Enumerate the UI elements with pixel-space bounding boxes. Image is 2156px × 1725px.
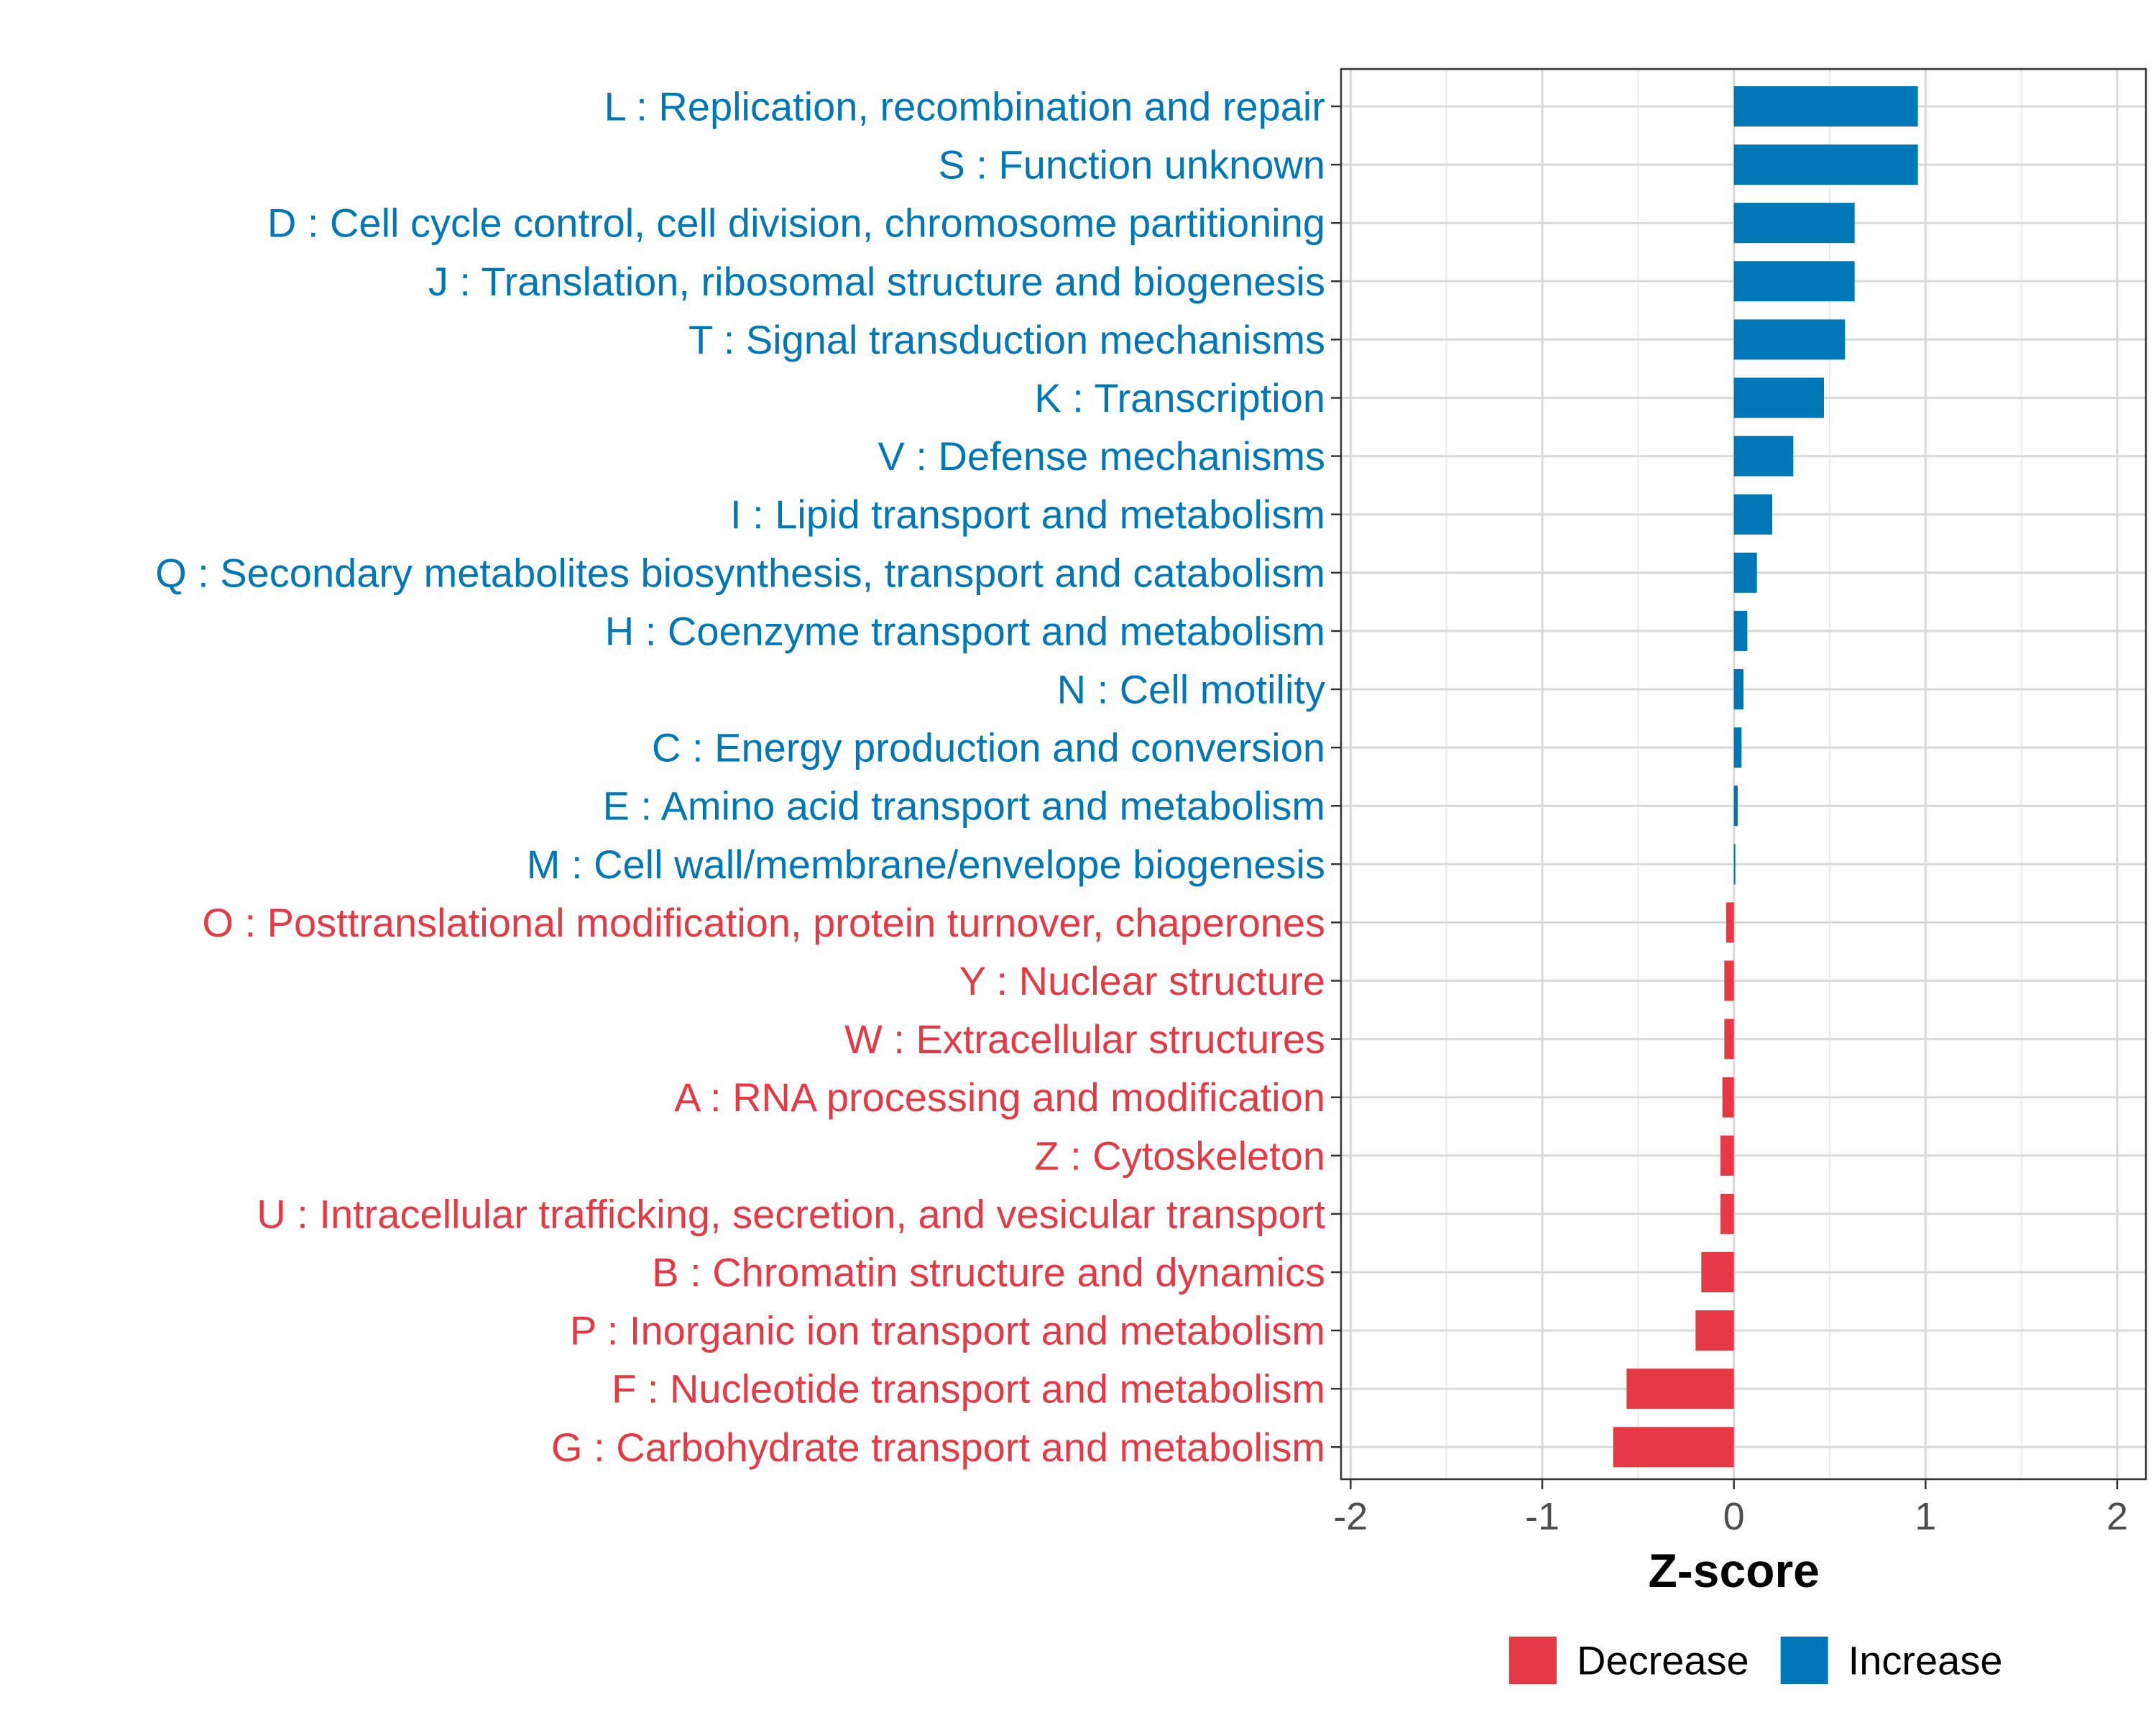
legend: Decrease Increase [1509, 1637, 2002, 1684]
category-label: Q : Secondary metabolites biosynthesis, … [155, 550, 1325, 595]
category-label: U : Intracellular trafficking, secretion… [257, 1191, 1325, 1236]
legend-swatch [1780, 1637, 1828, 1684]
category-label: P : Inorganic ion transport and metaboli… [570, 1308, 1325, 1353]
bars [1613, 86, 1918, 1468]
category-label: W : Extracellular structures [844, 1016, 1325, 1062]
x-tick-label: -1 [1525, 1495, 1560, 1538]
bar [1733, 844, 1736, 885]
bar [1733, 319, 1846, 360]
bar [1733, 494, 1772, 535]
x-tick-label: 1 [1915, 1495, 1936, 1538]
bar [1733, 552, 1757, 593]
bar [1720, 1193, 1734, 1234]
legend-label: Decrease [1577, 1638, 1749, 1683]
legend-swatch [1509, 1637, 1557, 1684]
bar [1726, 902, 1734, 943]
plot-panel-border [1340, 68, 2147, 1481]
category-label: O : Posttranslational modification, prot… [202, 900, 1325, 945]
bar [1733, 203, 1855, 244]
category-label: J : Translation, ribosomal structure and… [428, 259, 1325, 304]
category-label: F : Nucleotide transport and metabolism [612, 1366, 1325, 1412]
category-label: A : RNA processing and modification [674, 1075, 1325, 1120]
y-axis: L : Replication, recombination and repai… [155, 84, 1341, 1470]
category-label: T : Signal transduction mechanisms [688, 317, 1325, 362]
category-label: L : Replication, recombination and repai… [604, 84, 1325, 129]
category-label: I : Lipid transport and metabolism [730, 492, 1325, 537]
category-label: S : Function unknown [938, 142, 1325, 188]
category-label: B : Chromatin structure and dynamics [652, 1250, 1325, 1295]
bar [1733, 436, 1794, 477]
category-label: V : Defense mechanisms [878, 433, 1325, 479]
bar [1733, 261, 1855, 302]
x-axis-title: Z-score [1648, 1544, 1819, 1597]
bar [1720, 1135, 1734, 1176]
bar [1701, 1252, 1734, 1292]
category-label: E : Amino acid transport and metabolism [603, 783, 1325, 829]
bar [1733, 377, 1824, 418]
bar [1733, 610, 1748, 651]
category-label: G : Carbohydrate transport and metabolis… [551, 1425, 1325, 1470]
bar [1733, 669, 1743, 709]
bar [1733, 86, 1918, 126]
category-label: K : Transcription [1034, 375, 1325, 420]
x-tick-label: -2 [1333, 1495, 1368, 1538]
bar [1613, 1427, 1734, 1468]
bar [1722, 1077, 1734, 1118]
category-label: D : Cell cycle control, cell division, c… [267, 201, 1325, 246]
x-tick-label: 0 [1723, 1495, 1745, 1538]
bar [1695, 1310, 1734, 1351]
legend-label: Increase [1848, 1638, 2003, 1683]
bar [1724, 1018, 1734, 1059]
category-label: M : Cell wall/membrane/envelope biogenes… [527, 842, 1325, 887]
x-axis: -2 -1 0 1 2 [1333, 1479, 2128, 1538]
bar [1626, 1368, 1734, 1409]
bar [1733, 727, 1742, 768]
category-label: Z : Cytoskeleton [1034, 1133, 1325, 1178]
category-label: N : Cell motility [1057, 667, 1325, 712]
bar [1733, 144, 1918, 185]
bar [1733, 786, 1738, 827]
bar [1724, 960, 1734, 1001]
category-label: C : Energy production and conversion [652, 725, 1325, 770]
category-label: Y : Nuclear structure [959, 958, 1325, 1003]
x-tick-label: 2 [2106, 1495, 2128, 1538]
category-label: H : Coenzyme transport and metabolism [605, 608, 1325, 653]
